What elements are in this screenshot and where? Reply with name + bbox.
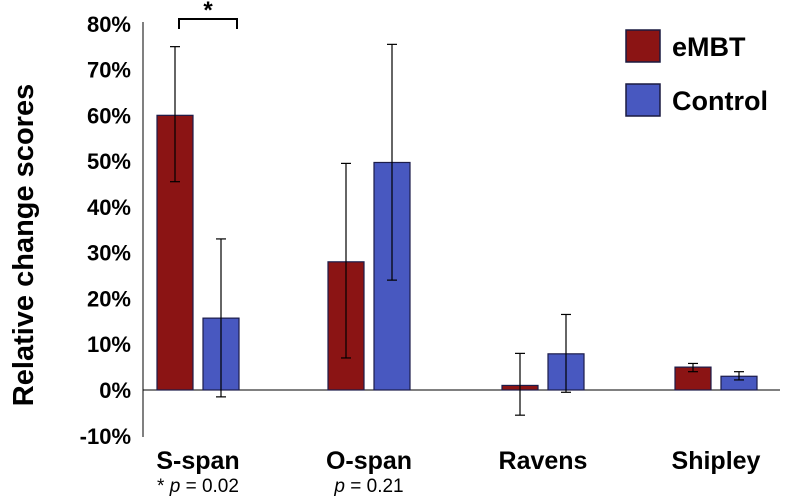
p-note-value: = 0.02 [180, 476, 239, 497]
legend-swatch-control [625, 83, 661, 117]
significance-bracket: * [178, 0, 238, 29]
y-tick-label: -10% [80, 424, 131, 449]
significance-star: * [203, 0, 213, 24]
p-value-note-sspan: * p = 0.02 [157, 476, 239, 497]
y-tick-labels: -10% 0% 10% 20% 30% 40% 50% 60% 70% 80% [80, 12, 131, 449]
y-axis-label: Relative change scores [8, 84, 40, 406]
category-labels: S-span O-span Ravens Shipley [156, 447, 760, 475]
y-tick-label: 50% [87, 149, 131, 174]
bars [156, 114, 758, 391]
legend-label-control: Control [672, 86, 768, 116]
bracket-line [178, 18, 238, 29]
p-note-symbol: p [169, 476, 181, 497]
y-tick-label: 80% [87, 12, 131, 37]
y-tick-label: 60% [87, 103, 131, 128]
y-tick-label: 30% [87, 241, 131, 266]
y-tick-label: 70% [87, 58, 131, 83]
legend: eMBT Control [625, 29, 768, 117]
legend-label-embt: eMBT [672, 32, 746, 62]
p-value-note-ospan: p = 0.21 [333, 476, 403, 497]
category-label-shipley: Shipley [672, 447, 761, 475]
y-tick-label: 20% [87, 286, 131, 311]
error-bars [170, 43, 744, 416]
legend-swatch-embt [625, 29, 661, 63]
y-tick-label: 0% [99, 378, 131, 403]
y-tick-label: 40% [87, 195, 131, 220]
p-note-value: = 0.21 [345, 476, 404, 497]
category-label-ravens: Ravens [499, 447, 588, 475]
p-note-prefix: * [157, 476, 170, 497]
y-tick-label: 10% [87, 332, 131, 357]
p-note-symbol: p [333, 476, 345, 497]
category-label-s-span: S-span [156, 447, 239, 475]
category-label-o-span: O-span [326, 447, 412, 475]
